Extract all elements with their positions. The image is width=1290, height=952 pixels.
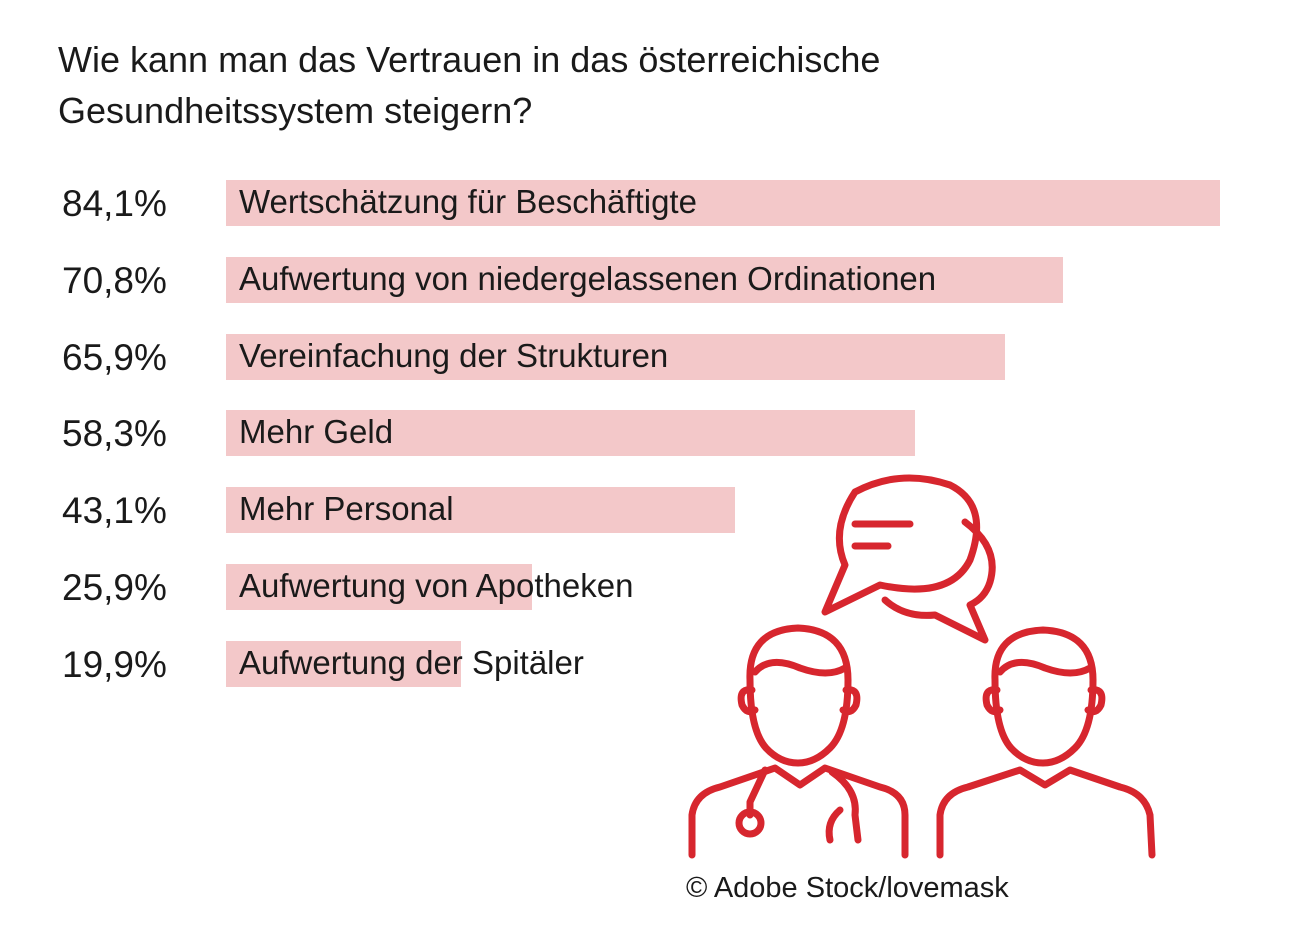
chart-title: Wie kann man das Vertrauen in das österr… [58,39,881,131]
doctor-patient-conversation-icon [688,474,1156,859]
patient-body-icon [936,766,1156,859]
bar-category-label: Aufwertung von niedergelassenen Ordinati… [239,259,937,297]
bar-category-label: Vereinfachung der Strukturen [239,336,669,374]
bar-row: 58,3% Mehr Geld [0,408,1290,457]
bar-row: 43,1% Mehr Personal [0,485,1290,534]
bar-row: 70,8% Aufwertung von niedergelassenen Ord… [0,255,1290,303]
image-credit: © Adobe Stock/lovemask [686,872,1009,904]
bar-value-label: 58,3% [62,413,167,455]
bar-value-label: 25,9% [62,567,167,608]
bar-category-label: Aufwertung von Apotheken [239,567,634,604]
bar-category-label: Wertschätzung für Beschäftigte [239,183,697,220]
bar-value-label: 70,8% [62,259,167,301]
bar-category-label: Mehr Geld [239,413,394,451]
speech-bubble-left-icon [821,474,981,616]
bar [226,180,1220,226]
bar-row: 84,1% Wertschätzung für Beschäftigte [0,178,1290,226]
patient-head-icon [991,626,1097,767]
bar-value-label: 84,1% [62,183,167,224]
speech-bubble-right-icon [881,518,996,644]
doctor-head-icon [746,624,852,767]
bar-value-label: 43,1% [62,490,167,532]
bar-row: 25,9% Aufwertung von Apotheken [0,562,1290,610]
bar-category-label: Aufwertung der Spitäler [239,643,584,681]
bar-category-label: Mehr Personal [239,490,454,528]
bar-row: 65,9% Vereinfachung der Strukturen [0,332,1290,380]
bar [226,410,916,457]
bar [226,333,1005,380]
bar-value-label: 19,9% [62,643,167,685]
doctor-body-icon [688,764,909,859]
bar [226,256,1063,303]
bar [226,640,462,687]
bar [226,564,533,610]
bar-value-label: 65,9% [62,336,167,378]
bar [226,487,736,534]
bar-row: 19,9% Aufwertung der Spitäler [0,639,1290,687]
